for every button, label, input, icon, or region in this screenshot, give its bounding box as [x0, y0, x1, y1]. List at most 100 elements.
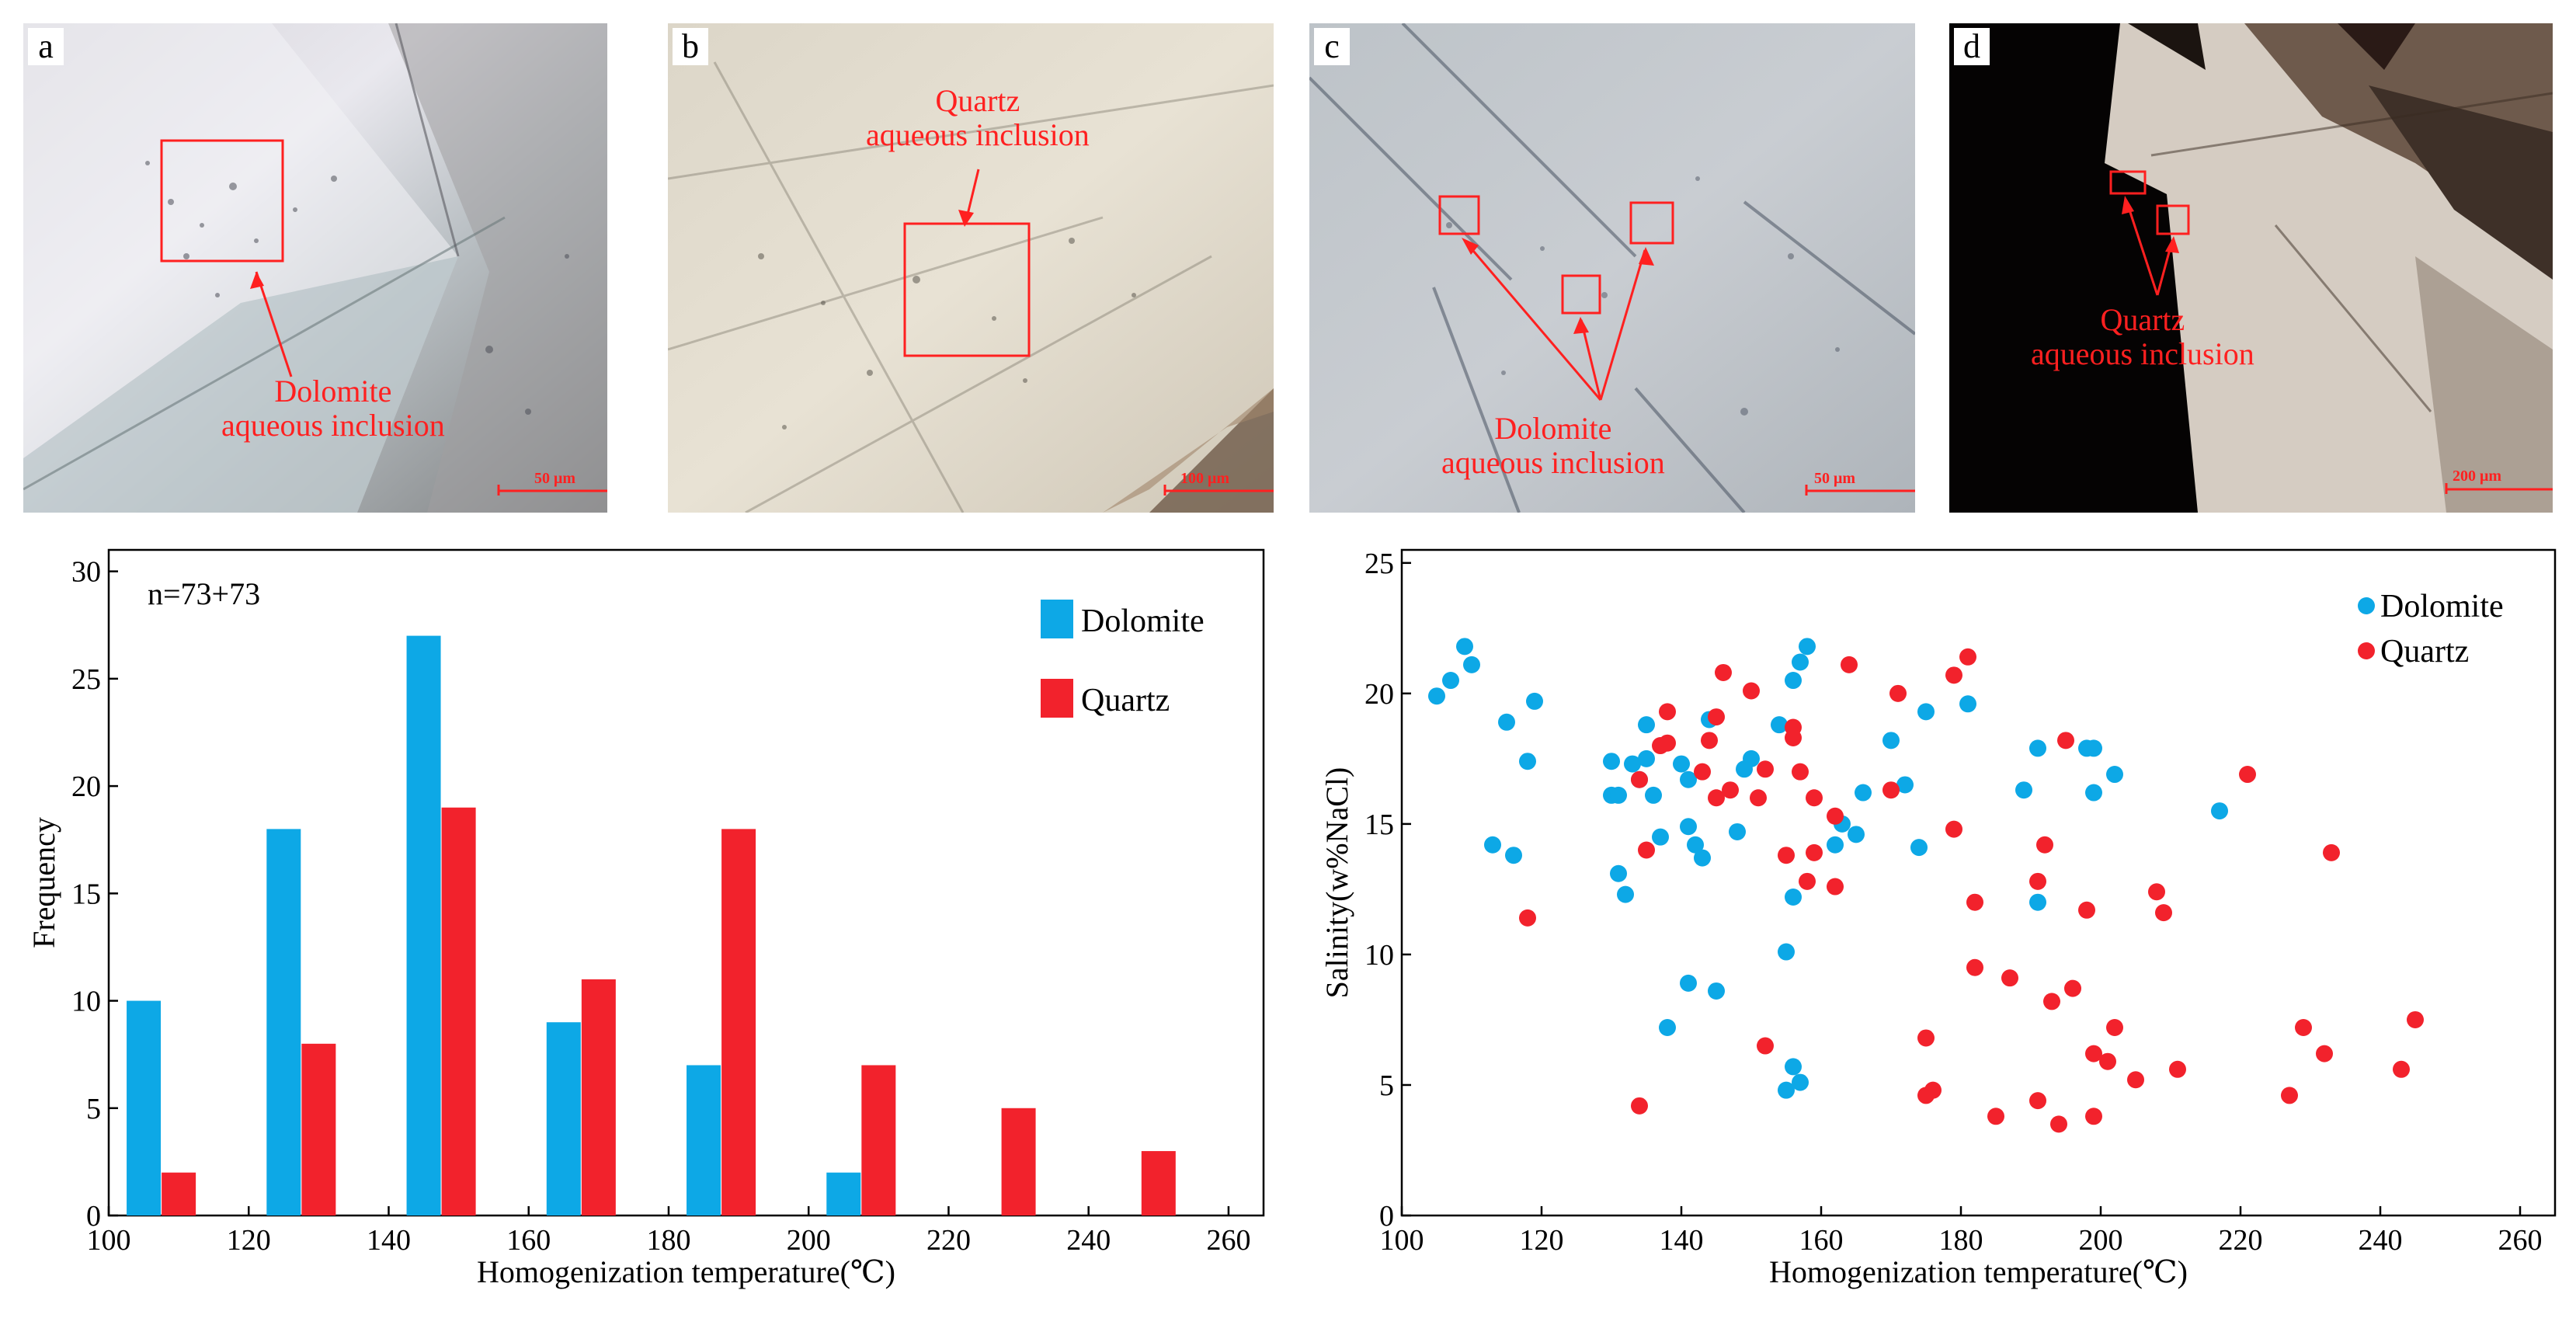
point-dolomite: [1729, 823, 1746, 840]
bar-dolomite: [687, 1065, 721, 1215]
point-dolomite: [1771, 716, 1788, 734]
point-quartz: [1945, 666, 1962, 684]
x-tick-label: 160: [506, 1224, 551, 1257]
point-dolomite: [1498, 713, 1515, 731]
point-quartz: [2029, 872, 2046, 890]
point-quartz: [1631, 770, 1648, 788]
bar-quartz: [1001, 1108, 1036, 1215]
annotation-label: Quartz aqueous inclusion: [866, 84, 1090, 152]
frequency-histogram: 100 120 140 160 180 200 220 240 260 0 5 10 15 20 25 30 H…: [26, 548, 1265, 1289]
legend-label-dolomite: Dolomite: [1081, 603, 1205, 639]
x-tick-label: 100: [87, 1224, 131, 1257]
legend-marker-quartz: [2358, 642, 2375, 659]
micrograph-panel-b: b Quartz aqueous inclusion 100 μm: [668, 23, 1274, 513]
annotation-line-2: aqueous inclusion: [866, 117, 1090, 152]
point-dolomite: [1428, 687, 1445, 705]
scale-label: 100 μm: [1180, 470, 1229, 487]
y-tick-label: 15: [1364, 809, 1394, 841]
pointer-arrow: [965, 169, 980, 218]
sample-count-annotation: n=73+73: [148, 576, 260, 611]
bar-quartz: [301, 1043, 336, 1215]
point-dolomite: [1799, 638, 1816, 656]
point-quartz: [1924, 1081, 1942, 1099]
point-quartz: [2036, 836, 2053, 854]
bar-quartz: [861, 1065, 896, 1215]
bar-dolomite: [266, 829, 301, 1215]
point-quartz: [1638, 841, 1655, 859]
x-tick-label: 200: [2079, 1224, 2123, 1257]
annotation-line-1: Dolomite: [1494, 411, 1612, 446]
y-tick-label: 20: [1364, 678, 1394, 711]
point-quartz: [1917, 1029, 1935, 1047]
point-dolomite: [2085, 739, 2102, 757]
point-dolomite: [1484, 836, 1501, 854]
point-quartz: [1715, 663, 1732, 681]
point-quartz: [1659, 734, 1676, 752]
x-tick-label: 100: [1380, 1224, 1424, 1257]
micrograph-panel-d: d Quartz aqueous inclusion 200 μm: [1949, 23, 2553, 513]
point-dolomite: [1785, 888, 1802, 906]
inclusion-box: [1629, 201, 1674, 245]
point-quartz: [2064, 979, 2081, 997]
point-quartz: [2085, 1108, 2102, 1125]
point-dolomite: [1638, 716, 1655, 734]
point-quartz: [2050, 1115, 2067, 1133]
point-quartz: [1659, 703, 1676, 721]
pointer-arrow: [1463, 240, 1602, 401]
point-quartz: [2106, 1019, 2123, 1037]
pointer-arrow: [2125, 200, 2159, 296]
point-quartz: [1945, 820, 1962, 838]
x-tick-label: 220: [2219, 1224, 2263, 1257]
point-quartz: [1987, 1108, 2004, 1125]
annotation-line-1: Quartz: [2100, 302, 2185, 337]
annotation-line-2: aqueous inclusion: [221, 408, 445, 443]
point-dolomite: [1785, 672, 1802, 690]
point-dolomite: [1456, 638, 1473, 656]
point-dolomite: [1610, 786, 1627, 804]
point-dolomite: [2085, 784, 2102, 802]
point-dolomite: [1792, 653, 1809, 671]
y-tick-label: 15: [71, 878, 101, 910]
point-dolomite: [2029, 739, 2046, 757]
point-quartz: [2155, 904, 2172, 922]
inclusion-box: [2109, 170, 2147, 195]
point-quartz: [2316, 1045, 2333, 1062]
point-quartz: [1708, 789, 1725, 807]
point-quartz: [2169, 1060, 2186, 1078]
bar-quartz: [162, 1172, 196, 1215]
x-tick-label: 140: [1660, 1224, 1704, 1257]
bar-dolomite: [127, 1000, 162, 1215]
point-quartz: [1792, 763, 1809, 781]
y-tick-label: 10: [71, 986, 101, 1018]
micrograph-image-a: [23, 23, 607, 513]
legend-swatch-dolomite: [1041, 600, 1073, 638]
point-dolomite: [1694, 849, 1711, 867]
annotation-overlay: [2109, 170, 2553, 494]
y-tick-label: 5: [1379, 1069, 1394, 1102]
point-quartz: [2078, 901, 2095, 919]
bar-dolomite: [406, 635, 441, 1215]
micrograph-panel-c: c Dolomite aqueous inclusion 50 μm: [1309, 23, 1915, 513]
point-dolomite: [1785, 1058, 1802, 1076]
legend-swatch-quartz: [1041, 679, 1073, 718]
arrow-head: [958, 210, 974, 227]
annotation-label: Dolomite aqueous inclusion: [221, 374, 445, 443]
point-quartz: [2001, 969, 2018, 987]
y-tick-label: 0: [1379, 1200, 1394, 1233]
scale-label: 50 μm: [534, 470, 575, 487]
point-quartz: [1631, 1097, 1648, 1115]
point-dolomite: [2029, 893, 2046, 911]
point-dolomite: [1617, 885, 1634, 903]
arrow-head: [250, 272, 264, 289]
bar-quartz: [721, 829, 756, 1215]
legend-label-dolomite: Dolomite: [2380, 589, 2504, 624]
annotation-label: Quartz aqueous inclusion: [2031, 303, 2254, 371]
point-dolomite: [1827, 836, 1844, 854]
scale-label: 200 μm: [2453, 468, 2501, 485]
micrograph-image-d: [1949, 23, 2553, 513]
point-quartz: [1806, 843, 1823, 861]
x-tick-label: 180: [646, 1224, 690, 1257]
point-quartz: [1757, 1037, 1774, 1055]
micrograph-panel-a: a Dolomite aqueous inclusion 50 μm: [23, 23, 607, 513]
point-quartz: [1519, 909, 1536, 927]
